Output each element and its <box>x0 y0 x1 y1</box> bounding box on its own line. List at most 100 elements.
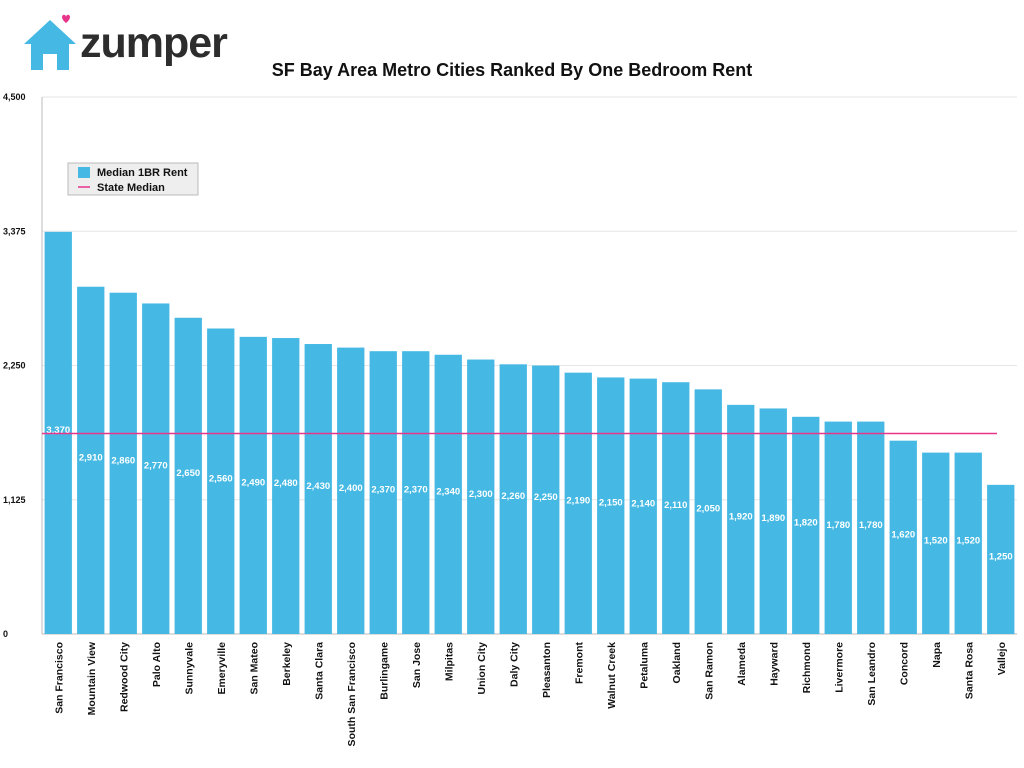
x-tick-label: Concord <box>898 642 910 685</box>
gridlines <box>42 96 1017 635</box>
bar <box>77 286 105 634</box>
bar <box>109 292 137 634</box>
bar <box>499 364 527 634</box>
y-axis: 0 1,125 2,250 3,375 4,500 <box>3 92 43 639</box>
x-tick-label: Alameda <box>736 642 748 686</box>
bar <box>792 416 820 634</box>
bar <box>369 351 397 634</box>
data-label: 2,190 <box>566 495 590 506</box>
data-label: 2,400 <box>339 483 363 494</box>
y-tick-label: 1,125 <box>3 495 26 505</box>
data-label: 2,340 <box>436 486 460 497</box>
x-tick-label: Milpitas <box>443 642 455 681</box>
legend: Median 1BR Rent State Median <box>67 162 199 196</box>
data-label: 2,430 <box>306 481 330 492</box>
bar <box>629 378 657 634</box>
bar <box>532 365 560 634</box>
data-label: 1,520 <box>956 535 980 546</box>
x-tick-label: Vallejo <box>996 642 1008 675</box>
x-tick-label: Berkeley <box>281 642 293 686</box>
x-tick-label: San Leandro <box>866 642 878 706</box>
x-tick-label: Redwood City <box>118 642 130 712</box>
bar <box>304 344 332 634</box>
chart-title: SF Bay Area Metro Cities Ranked By One B… <box>271 60 753 80</box>
data-label: 2,860 <box>111 455 135 466</box>
x-tick-label: Santa Clara <box>313 642 325 700</box>
x-axis-labels: San Francisco Mountain View Redwood City Pa… <box>53 641 1008 746</box>
bar <box>889 440 917 634</box>
data-label: 2,910 <box>79 452 103 463</box>
bar <box>272 338 300 634</box>
data-label: 1,920 <box>729 511 753 522</box>
data-label: 1,250 <box>989 551 1013 562</box>
x-tick-label: Daly City <box>508 642 520 687</box>
bar <box>857 421 885 634</box>
y-tick-label: 3,375 <box>3 226 26 236</box>
bar <box>337 347 365 634</box>
bars: 3,370 2,910 2,860 2,770 2,650 2,560 2,490 2,480… <box>44 231 1015 634</box>
data-label: 2,250 <box>534 492 558 503</box>
x-tick-label: Petaluma <box>638 642 650 689</box>
x-tick-label: Livermore <box>833 642 845 693</box>
data-label: 2,300 <box>469 489 493 500</box>
legend-swatch-rent <box>78 167 90 178</box>
data-label: 1,780 <box>826 520 850 531</box>
data-label: 2,370 <box>371 485 395 496</box>
x-tick-label: Burlingame <box>378 642 390 700</box>
x-tick-label: Sunnyvale <box>183 642 195 695</box>
data-label: 1,820 <box>794 517 818 528</box>
x-tick-label: Napa <box>931 642 943 668</box>
data-label: 2,650 <box>176 468 200 479</box>
bar <box>987 484 1015 634</box>
x-tick-label: Mountain View <box>86 641 98 715</box>
bar <box>434 354 462 634</box>
bar <box>239 336 267 634</box>
house-shape <box>24 20 76 70</box>
bar <box>597 377 625 634</box>
x-tick-label: San Mateo <box>248 642 260 695</box>
data-label: 2,140 <box>631 498 655 509</box>
bar <box>467 359 495 634</box>
x-tick-label: Walnut Creek <box>606 642 618 709</box>
data-label: 2,370 <box>404 485 428 496</box>
x-tick-label: Oakland <box>671 642 683 683</box>
x-tick-label: San Francisco <box>53 642 65 714</box>
data-label: 1,520 <box>924 535 948 546</box>
brand-wordmark: zumper <box>80 19 228 67</box>
x-tick-label: Pleasanton <box>541 642 553 698</box>
bar <box>207 328 235 634</box>
legend-label-rent: Median 1BR Rent <box>97 167 188 179</box>
bar <box>727 404 755 634</box>
x-tick-label: Fremont <box>573 641 585 684</box>
x-tick-label: Hayward <box>768 642 780 686</box>
x-tick-label: Santa Rosa <box>963 642 975 699</box>
data-label: 1,620 <box>891 529 915 540</box>
x-tick-label: Emeryville <box>216 642 228 695</box>
x-tick-label: South San Francisco <box>346 642 358 746</box>
data-label: 2,770 <box>144 461 168 472</box>
house-heart-icon <box>24 14 76 70</box>
bar <box>824 421 852 634</box>
data-label: 1,890 <box>761 513 785 524</box>
data-label: 1,780 <box>859 520 883 531</box>
y-tick-label: 0 <box>3 629 8 639</box>
bar <box>759 408 787 634</box>
data-label: 2,560 <box>209 473 233 484</box>
x-tick-label: Union City <box>476 642 488 695</box>
bar <box>922 452 950 634</box>
bar <box>954 452 982 634</box>
bar <box>402 351 430 634</box>
bar <box>142 303 170 634</box>
data-label: 2,050 <box>696 504 720 515</box>
y-tick-label: 2,250 <box>3 361 26 371</box>
data-label: 2,150 <box>599 498 623 509</box>
legend-label-state-median: State Median <box>97 182 165 194</box>
data-label: 2,480 <box>274 478 298 489</box>
data-label: 2,490 <box>241 477 265 488</box>
x-tick-label: Richmond <box>801 642 813 693</box>
data-label: 3,370 <box>46 425 70 436</box>
x-tick-label: San Jose <box>411 642 423 688</box>
data-label: 2,110 <box>664 500 687 511</box>
x-tick-label: San Ramon <box>703 642 715 700</box>
